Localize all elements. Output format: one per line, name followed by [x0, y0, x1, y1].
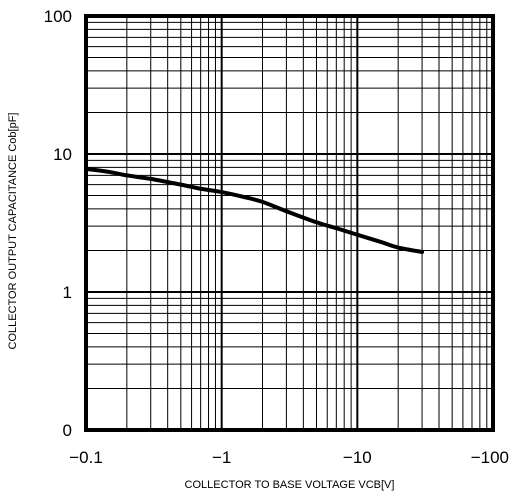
x-tick-label: −100	[471, 448, 509, 467]
y-axis-label: COLLECTOR OUTPUT CAPACITANCE Cob[pF]	[7, 113, 19, 350]
y-tick-label: 0	[63, 421, 72, 440]
y-tick-label: 10	[53, 145, 72, 164]
series-layer	[84, 166, 425, 254]
minor-grid	[86, 16, 493, 430]
plot-frame	[84, 14, 495, 432]
y-tick-label: 100	[44, 7, 72, 26]
cob-curve	[84, 166, 425, 254]
x-axis-label: COLLECTOR TO BASE VOLTAGE VCB[V]	[185, 479, 395, 491]
x-tick-label: −0.1	[69, 448, 103, 467]
x-tick-label: −10	[343, 448, 372, 467]
major-grid	[85, 15, 494, 431]
x-tick-labels: −0.1 −1 −10 −100	[69, 448, 509, 467]
x-tick-label: −1	[212, 448, 231, 467]
y-tick-labels: 0 1 10 100	[44, 7, 72, 440]
y-tick-label: 1	[63, 283, 72, 302]
